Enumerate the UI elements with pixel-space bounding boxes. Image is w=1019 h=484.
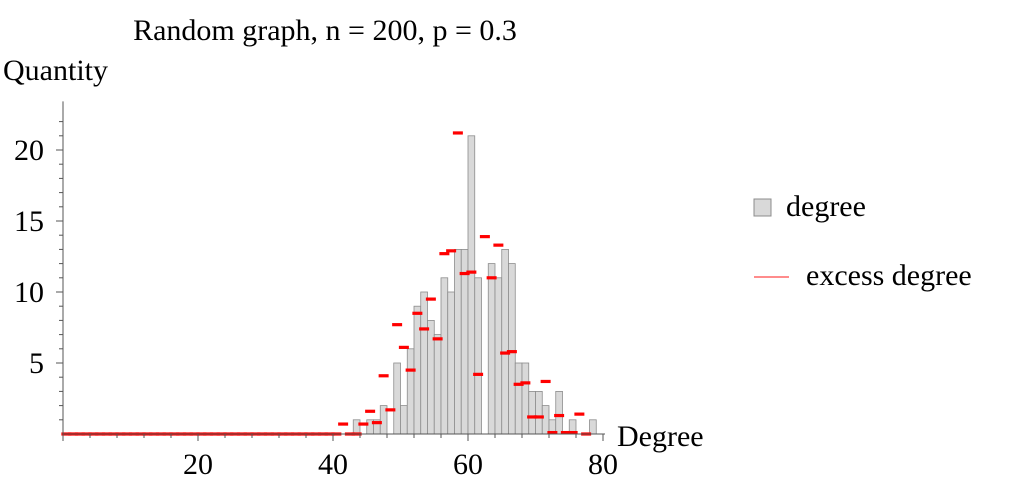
degree-bar <box>440 277 449 435</box>
legend-excess-label: excess degree <box>806 259 972 292</box>
legend: degree excess degree <box>753 190 972 292</box>
x-axis-label: Degree <box>617 420 704 453</box>
degree-bar <box>433 334 442 435</box>
degree-bar <box>352 419 361 435</box>
x-tick-label: 60 <box>453 448 483 481</box>
degree-bar <box>393 362 401 435</box>
y-tick-label: 5 <box>29 347 44 380</box>
y-tick-label: 20 <box>14 134 44 167</box>
legend-degree-label: degree <box>786 190 866 223</box>
degree-bar <box>467 135 476 435</box>
degree-bar <box>555 390 563 435</box>
x-tick-label: 40 <box>318 448 348 481</box>
x-tick-label: 20 <box>183 448 213 481</box>
degree-bars <box>352 135 597 435</box>
axes: 20 40 60 80 5 10 15 20 <box>14 101 618 481</box>
degree-bar <box>454 248 462 435</box>
degree-bar <box>535 390 543 435</box>
degree-bar <box>541 405 550 435</box>
degree-bar <box>501 248 509 435</box>
degree-bar <box>494 277 503 435</box>
degree-bar <box>514 362 523 435</box>
x-tick-label: 80 <box>588 448 618 481</box>
degree-bar <box>528 390 536 435</box>
degree-bar <box>447 291 455 435</box>
chart-title: Random graph, n = 200, p = 0.3 <box>133 14 517 47</box>
degree-bar <box>460 248 469 435</box>
y-tick-label: 15 <box>14 205 44 238</box>
y-tick-label: 10 <box>14 276 44 309</box>
degree-bar <box>406 348 415 435</box>
legend-degree-swatch <box>753 198 772 217</box>
degree-bar <box>474 277 482 435</box>
degree-bar <box>508 263 516 435</box>
degree-bar <box>487 263 496 435</box>
y-axis-label: Quantity <box>3 54 108 87</box>
degree-bar <box>589 419 597 435</box>
degree-bar <box>521 362 530 435</box>
degree-bar <box>400 405 408 435</box>
